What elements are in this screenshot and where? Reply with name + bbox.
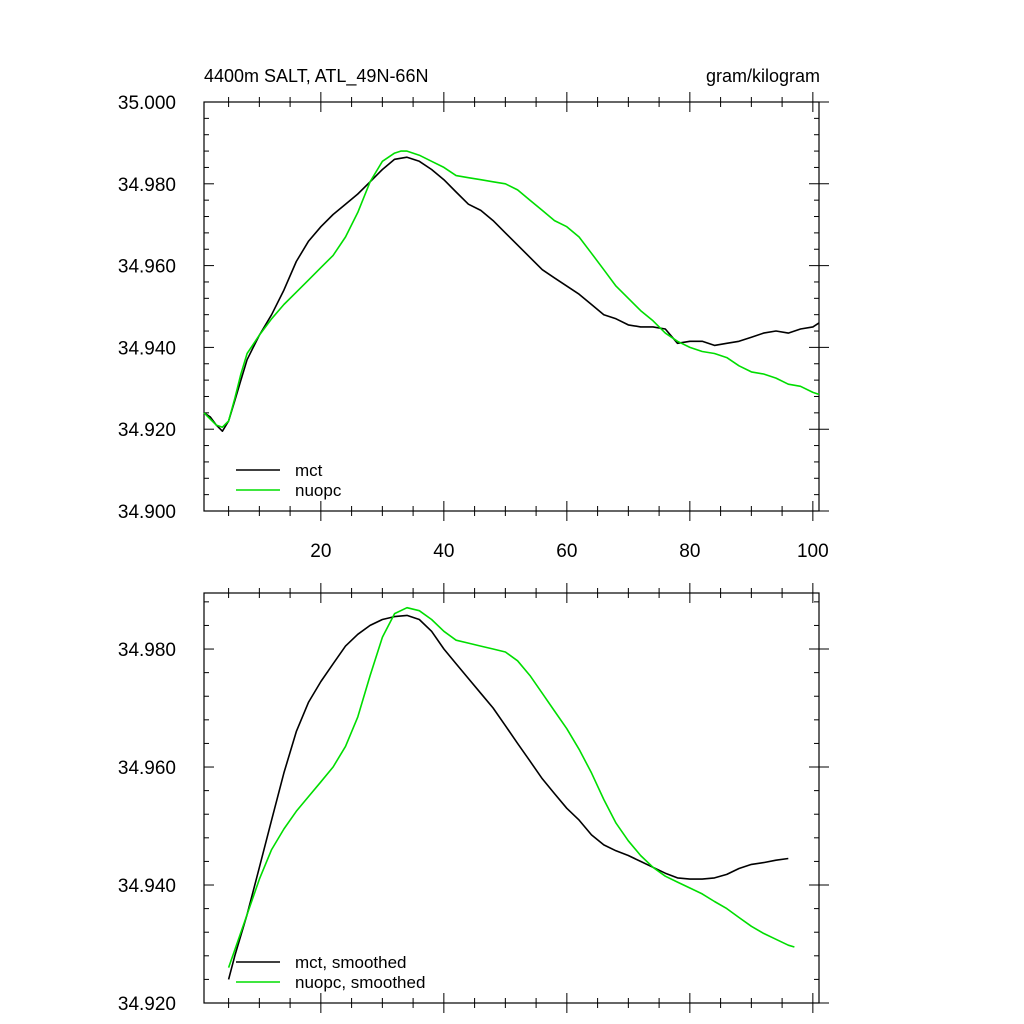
- bottom-y-tick-label: 34.920: [118, 994, 176, 1015]
- top-title-left: 4400m SALT, ATL_49N-66N: [204, 66, 428, 87]
- top-y-tick-label: 34.980: [118, 175, 176, 196]
- bottom-series-mct-smoothed: [227, 614, 789, 980]
- top-y-tick-label: 34.940: [118, 338, 176, 359]
- top-ticks: 20 40 60 80 100 34.900 34.920 34.940 34.960 34.98…: [118, 92, 829, 562]
- top-y-tick-label: 34.900: [118, 502, 176, 523]
- bottom-y-tick-label: 34.980: [118, 640, 176, 661]
- bottom-y-tick-label: 34.960: [118, 758, 176, 779]
- top-x-tick-label: 60: [556, 541, 577, 562]
- top-series-mct: [203, 156, 820, 432]
- top-x-tick-label: 40: [433, 541, 454, 562]
- legend-nuopc-smoothed-label: nuopc, smoothed: [295, 973, 425, 992]
- top-x-tick-label: 80: [679, 541, 700, 562]
- bottom-ticks: 34.920 34.940 34.960 34.980: [118, 583, 829, 1015]
- bottom-panel: 34.920 34.940 34.960 34.980 mct, smoothed n…: [118, 583, 829, 1015]
- top-series-nuopc: [203, 150, 820, 428]
- top-x-tick-label: 20: [310, 541, 331, 562]
- top-y-tick-label: 34.960: [118, 257, 176, 278]
- top-title-right: gram/kilogram: [706, 66, 820, 86]
- top-y-tick-label: 35.000: [118, 93, 176, 114]
- bottom-legend: mct, smoothed nuopc, smoothed: [236, 953, 425, 992]
- bottom-y-tick-label: 34.940: [118, 876, 176, 897]
- top-series: [203, 150, 820, 432]
- legend-nuopc-label: nuopc: [295, 481, 342, 500]
- bottom-series: [227, 606, 795, 980]
- top-plot-frame: [203, 101, 820, 512]
- legend-mct-smoothed-label: mct, smoothed: [295, 953, 407, 972]
- top-x-tick-label: 100: [797, 541, 829, 562]
- bottom-series-nuopc-smoothed: [227, 606, 795, 968]
- top-legend: mct nuopc: [236, 461, 342, 500]
- legend-mct-label: mct: [295, 461, 323, 480]
- top-panel: 4400m SALT, ATL_49N-66N gram/kilogram 20…: [118, 66, 829, 562]
- bottom-plot-frame: [203, 592, 820, 1004]
- top-y-tick-label: 34.920: [118, 420, 176, 441]
